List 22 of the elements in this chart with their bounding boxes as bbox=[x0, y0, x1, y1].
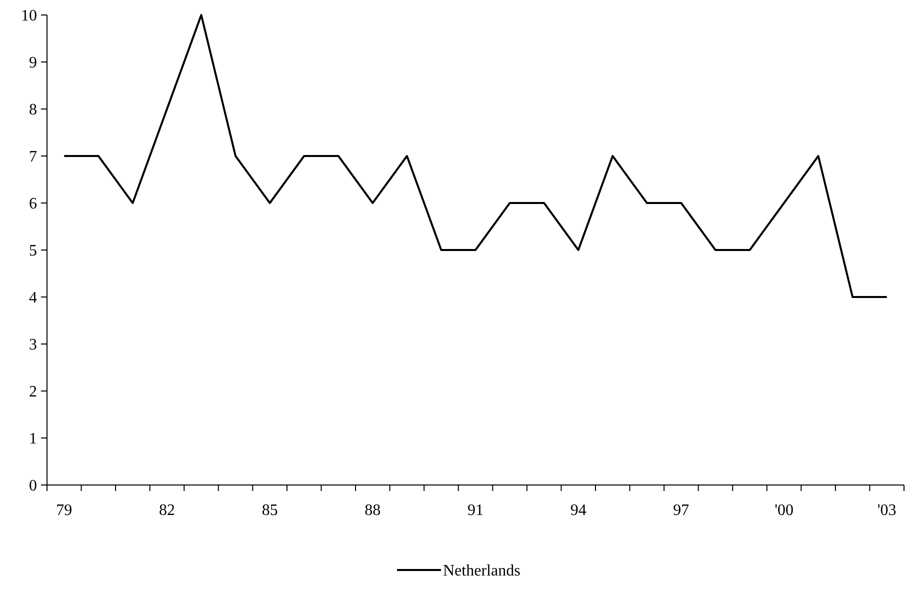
y-tick-label: 3 bbox=[29, 336, 37, 354]
x-tick-label: 94 bbox=[570, 502, 586, 519]
y-tick-label: 7 bbox=[29, 148, 37, 166]
y-tick-label: 5 bbox=[29, 242, 37, 260]
y-tick-label: 8 bbox=[29, 102, 37, 119]
x-tick-label: 85 bbox=[262, 502, 278, 519]
x-tick-label: 79 bbox=[56, 502, 72, 519]
y-tick-label: 2 bbox=[29, 384, 37, 401]
line-series bbox=[63, 14, 888, 298]
x-tick-label: '00 bbox=[774, 502, 794, 519]
x-tick-label: 82 bbox=[158, 502, 175, 519]
legend-label: Netherlands bbox=[443, 562, 520, 580]
y-tick-label: 6 bbox=[29, 196, 37, 213]
y-tick-label: 1 bbox=[29, 430, 37, 448]
x-tick-label: 88 bbox=[364, 502, 381, 519]
x-tick-label: 91 bbox=[468, 502, 484, 519]
y-tick-label: 10 bbox=[21, 8, 37, 25]
x-tick-label: '03 bbox=[877, 502, 896, 519]
y-tick-label: 4 bbox=[29, 290, 37, 307]
y-tick-label: 9 bbox=[29, 54, 37, 72]
y-tick-label: 0 bbox=[29, 478, 37, 495]
x-tick-label: 97 bbox=[673, 502, 690, 519]
